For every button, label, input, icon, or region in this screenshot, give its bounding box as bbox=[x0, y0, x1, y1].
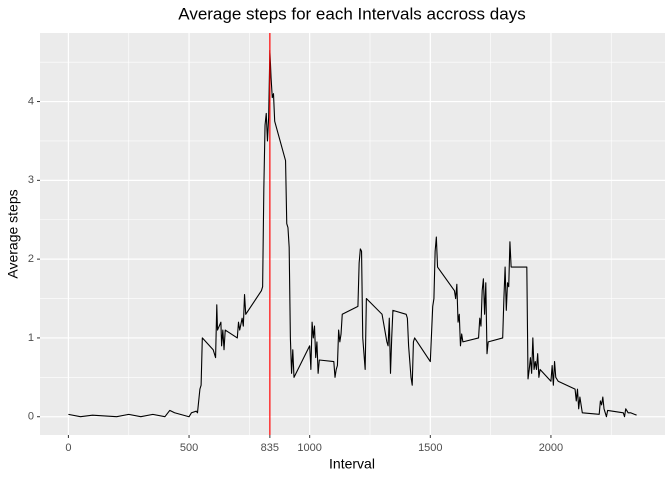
x-tick-label: 2000 bbox=[539, 442, 563, 454]
x-tick-label: 500 bbox=[180, 442, 198, 454]
x-tick-label: 0 bbox=[65, 442, 71, 454]
y-tick-label: 1 bbox=[28, 332, 34, 344]
line-series bbox=[68, 49, 637, 418]
x-axis-title: Interval bbox=[329, 456, 375, 472]
x-tick-label: 1000 bbox=[297, 442, 321, 454]
x-tick-label: 1500 bbox=[418, 442, 442, 454]
y-axis-title: Average steps bbox=[5, 189, 21, 278]
panel-background bbox=[40, 33, 665, 435]
y-tick-label: 3 bbox=[28, 174, 34, 186]
y-tick-label: 4 bbox=[28, 95, 34, 107]
y-tick-label: 2 bbox=[28, 253, 34, 265]
y-tick-label: 0 bbox=[28, 411, 34, 423]
x-tick-label: 835 bbox=[261, 442, 279, 454]
plot-layer bbox=[40, 33, 665, 435]
chart-title: Average steps for each Intervals accross… bbox=[178, 4, 525, 23]
